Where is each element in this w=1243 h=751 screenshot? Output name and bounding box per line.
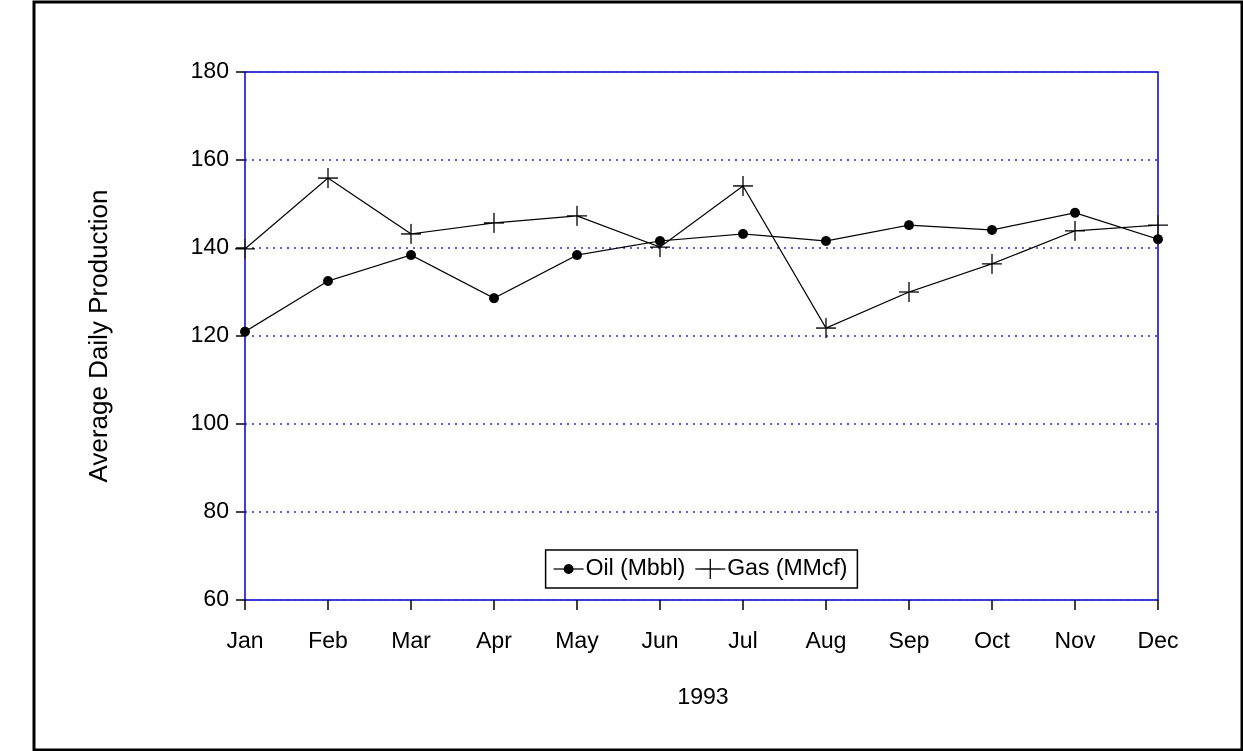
x-tick-label: Oct xyxy=(974,627,1010,653)
y-tick-label: 120 xyxy=(191,321,229,347)
y-tick-label: 160 xyxy=(191,145,229,171)
point xyxy=(401,223,421,244)
x-tick-label: Jun xyxy=(641,627,678,653)
point xyxy=(1153,234,1163,245)
x-tick-label: Apr xyxy=(476,627,512,653)
point xyxy=(1065,220,1085,241)
point xyxy=(987,224,997,235)
legend-label: Gas (MMcf) xyxy=(727,554,847,580)
x-tick-label: Mar xyxy=(391,627,431,653)
point xyxy=(572,250,582,261)
point xyxy=(235,238,255,259)
point xyxy=(489,293,499,304)
point xyxy=(700,559,721,579)
x-tick-label: May xyxy=(555,627,599,653)
x-tick-label: Sep xyxy=(889,627,930,653)
point xyxy=(899,282,919,302)
x-tick-label: Jul xyxy=(728,627,757,653)
point xyxy=(738,228,748,239)
point xyxy=(733,175,753,196)
point xyxy=(567,205,587,226)
legend-label: Oil (Mbbl) xyxy=(586,554,686,580)
x-tick-label: Feb xyxy=(308,627,348,653)
y-tick-label: 180 xyxy=(191,57,229,83)
point xyxy=(816,318,836,339)
point xyxy=(1148,215,1168,236)
x-tick-label: Nov xyxy=(1055,627,1096,653)
point xyxy=(563,564,574,574)
point xyxy=(484,212,504,233)
x-tick-label: Dec xyxy=(1138,627,1179,653)
y-tick-label: 100 xyxy=(191,409,229,435)
point xyxy=(1070,207,1080,218)
point xyxy=(650,237,670,258)
y-tick-label: 80 xyxy=(203,497,229,523)
y-axis-label: Average Daily Production xyxy=(83,190,113,483)
point xyxy=(240,326,250,337)
series-line xyxy=(244,212,1159,333)
x-tick-label: Jan xyxy=(226,627,263,653)
x-tick-label: Aug xyxy=(806,627,847,653)
point xyxy=(821,235,831,246)
outer-border xyxy=(32,0,1243,751)
legend: Oil (Mbbl) Gas (MMcf) xyxy=(544,549,859,589)
point xyxy=(318,168,338,189)
x-axis-label: 1993 xyxy=(677,683,728,709)
y-tick-label: 60 xyxy=(203,585,229,611)
point xyxy=(982,253,1002,274)
point xyxy=(323,276,333,286)
point xyxy=(406,250,416,261)
series-line xyxy=(244,177,1159,329)
y-tick-label: 140 xyxy=(191,233,229,259)
point xyxy=(904,220,914,231)
